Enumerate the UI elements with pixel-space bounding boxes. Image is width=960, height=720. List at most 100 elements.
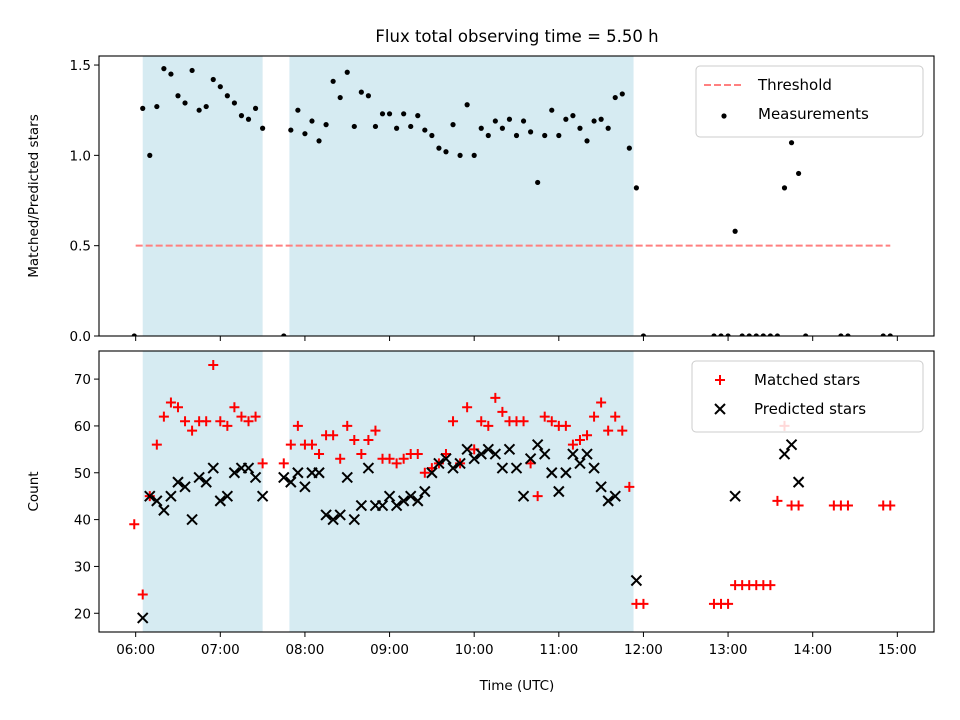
x-tick-label: 06:00 xyxy=(116,642,155,658)
predicted-star-point xyxy=(574,457,586,470)
measurement-point xyxy=(365,93,372,99)
predicted-star-point xyxy=(144,490,156,502)
matched-star-point xyxy=(546,416,557,427)
predicted-star-point xyxy=(729,490,741,502)
measurement-point xyxy=(281,333,287,336)
legend-label: Matched stars xyxy=(754,371,860,389)
predicted-star-point xyxy=(792,476,805,488)
y-axis-label: Matched/Predicted stars xyxy=(26,114,42,277)
measurement-point xyxy=(196,107,202,113)
predicted-star-point xyxy=(242,462,255,474)
measurement-point xyxy=(351,123,357,130)
matched-star-point xyxy=(349,434,360,445)
measurement-point xyxy=(210,76,216,83)
plot-area xyxy=(129,351,896,632)
matched-star-point xyxy=(292,420,303,431)
measurement-point xyxy=(612,94,618,101)
predicted-star-point xyxy=(524,453,537,465)
measurement-point xyxy=(711,333,717,336)
measurement-point xyxy=(161,66,167,72)
matched-star-point xyxy=(363,434,374,445)
predicted-star-point xyxy=(405,490,417,502)
predicted-star-point xyxy=(560,467,572,479)
matched-star-point xyxy=(532,491,543,502)
measurement-point xyxy=(323,122,329,128)
x-tick-label: 08:00 xyxy=(285,642,324,658)
measurement-point xyxy=(746,333,752,336)
predicted-star-point xyxy=(468,453,480,465)
measurement-point xyxy=(429,132,435,139)
predicted-star-point xyxy=(630,574,643,587)
predicted-star-point xyxy=(137,612,149,624)
measurement-point xyxy=(386,111,393,117)
measurement-point xyxy=(231,100,238,106)
measurement-point xyxy=(175,93,181,99)
matched-star-point xyxy=(617,425,628,436)
measurement-point xyxy=(732,228,738,234)
predicted-star-point xyxy=(539,448,551,460)
matched-star-point xyxy=(885,500,896,511)
measurement-point xyxy=(781,185,788,191)
legend-label: Predicted stars xyxy=(754,400,866,418)
matched-star-point xyxy=(342,420,353,431)
predicted-star-point xyxy=(510,462,523,474)
chart-title: Flux total observing time = 5.50 h xyxy=(375,27,658,46)
matched-star-point xyxy=(419,467,430,478)
y-tick-label: 1.5 xyxy=(70,58,91,74)
predicted-star-point xyxy=(207,462,219,474)
measurement-point xyxy=(880,333,886,336)
matched-star-point xyxy=(165,397,176,408)
measurement-point xyxy=(408,123,414,130)
measurement-point xyxy=(591,118,597,124)
measurement-point xyxy=(309,118,315,124)
measurement-point xyxy=(485,132,491,139)
axes-frame xyxy=(98,55,935,337)
matched-star-point xyxy=(391,458,402,469)
measurement-point xyxy=(252,105,259,111)
measurement-point xyxy=(203,103,209,110)
measurement-point xyxy=(626,145,632,151)
top-panel: 0.0 0.5 1.0 1.5 Matched/Predicted stars Thres… xyxy=(26,55,935,345)
matched-star-point xyxy=(151,439,162,450)
predicted-star-point xyxy=(341,471,353,484)
matched-star-point xyxy=(589,411,600,422)
predicted-star-point xyxy=(249,471,262,484)
matched-star-point xyxy=(208,360,219,371)
y-axis-label: Count xyxy=(26,471,42,511)
predicted-star-point xyxy=(778,448,791,460)
legend-matched-swatch xyxy=(715,375,725,385)
predicted-star-point xyxy=(221,490,234,502)
measurement-point xyxy=(288,127,294,133)
predicted-star-point xyxy=(179,481,191,493)
predicted-star-point xyxy=(412,495,424,507)
predicted-star-point xyxy=(447,462,459,474)
x-tick-label: 07:00 xyxy=(201,642,240,658)
predicted-star-point xyxy=(595,481,607,493)
predicted-star-point xyxy=(299,481,311,493)
matched-star-point xyxy=(765,580,776,591)
measurement-point xyxy=(633,185,639,191)
predicted-star-point xyxy=(567,448,579,460)
legend-predicted-swatch xyxy=(714,403,726,415)
matched-star-point xyxy=(356,449,367,460)
measurement-point xyxy=(492,118,498,124)
predicted-star-point xyxy=(186,513,198,526)
matched-star-point xyxy=(610,411,621,422)
matched-star-point xyxy=(518,416,529,427)
measurement-point xyxy=(774,333,781,336)
predicted-star-point xyxy=(496,462,509,474)
predicted-star-point xyxy=(503,443,516,456)
x-tick-label: 14:00 xyxy=(793,642,832,658)
y-tick-label: 70 xyxy=(74,372,91,388)
predicted-star-point xyxy=(348,513,361,526)
matched-star-point xyxy=(328,430,339,441)
measurement-point xyxy=(838,333,844,336)
matched-star-point xyxy=(158,411,169,422)
matched-star-point xyxy=(793,500,804,511)
measurement-point xyxy=(379,111,386,117)
legend: Matched stars Predicted stars xyxy=(691,360,924,433)
measurement-point xyxy=(131,333,137,336)
matched-star-point xyxy=(370,425,381,436)
matched-star-point xyxy=(278,458,289,469)
matched-star-point xyxy=(567,439,578,450)
